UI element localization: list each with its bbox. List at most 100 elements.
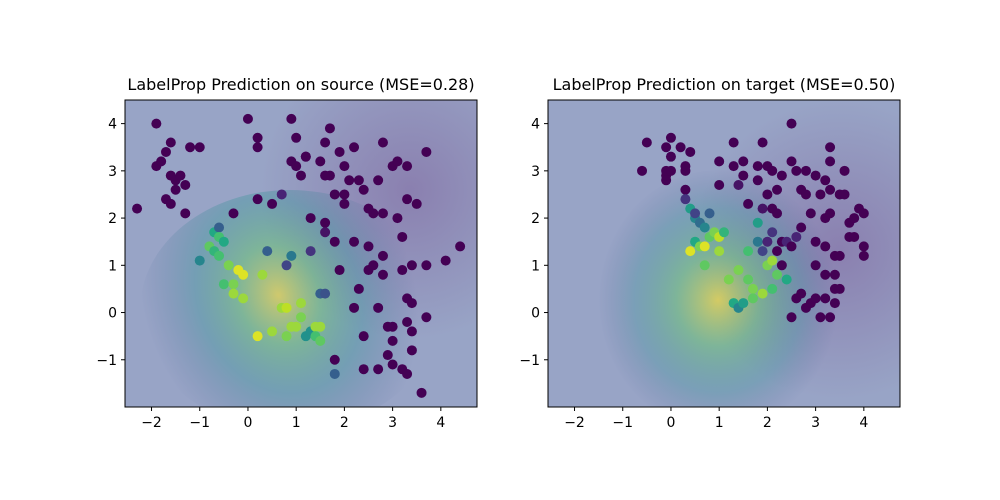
data-point: [849, 231, 860, 242]
data-point: [267, 198, 278, 209]
data-point: [815, 189, 826, 200]
chart-title: LabelProp Prediction on source (MSE=0.28…: [127, 75, 474, 94]
data-point: [324, 123, 335, 134]
data-point: [305, 213, 316, 224]
data-point: [733, 265, 744, 276]
x-axis: −2 −1 0 1 2 3 4: [141, 407, 445, 431]
data-point: [276, 189, 287, 200]
data-point: [776, 170, 787, 181]
y-tick-label: 0: [531, 306, 540, 322]
data-point: [218, 236, 229, 247]
data-point: [320, 217, 331, 228]
data-point: [387, 359, 398, 370]
data-point: [747, 283, 758, 294]
data-point: [165, 198, 176, 209]
y-axis: −1 0 1 2 3 4: [519, 117, 548, 369]
data-point: [791, 231, 802, 242]
data-point: [743, 246, 754, 257]
y-tick-label: 0: [108, 306, 117, 322]
x-tick-label: 1: [292, 415, 301, 431]
data-point: [281, 302, 292, 313]
x-tick-label: 3: [811, 415, 820, 431]
data-point: [810, 236, 821, 247]
data-point: [757, 137, 768, 148]
data-point: [786, 118, 797, 129]
data-point: [397, 231, 408, 242]
data-point: [286, 113, 297, 124]
data-point: [339, 189, 350, 200]
data-point: [661, 142, 672, 153]
y-tick-label: −1: [96, 353, 117, 369]
data-point: [752, 217, 763, 228]
data-point: [704, 208, 715, 219]
data-point: [839, 189, 850, 200]
data-point: [349, 302, 360, 313]
y-tick-label: 2: [531, 211, 540, 227]
data-point: [825, 312, 836, 323]
data-point: [392, 213, 403, 224]
data-point: [373, 302, 384, 313]
data-point: [820, 241, 831, 252]
data-point: [786, 241, 797, 252]
data-point: [320, 170, 331, 181]
x-tick-label: −2: [564, 415, 585, 431]
data-point: [839, 165, 850, 176]
data-point: [757, 246, 768, 257]
data-point: [728, 137, 739, 148]
data-point: [834, 250, 845, 261]
data-point: [858, 208, 869, 219]
data-point: [156, 156, 167, 167]
data-point: [786, 312, 797, 323]
data-point: [373, 175, 384, 186]
data-point: [772, 246, 783, 257]
data-point: [315, 156, 326, 167]
heatmap-background: [548, 100, 900, 407]
data-point: [685, 146, 696, 157]
data-point: [305, 246, 316, 257]
data-point: [825, 156, 836, 167]
data-point: [349, 142, 360, 153]
data-point: [296, 170, 306, 181]
data-point: [402, 194, 413, 205]
x-tick-label: 4: [859, 415, 868, 431]
target-prediction-panel: LabelProp Prediction on target (MSE=0.50…: [519, 75, 901, 431]
x-tick-label: 2: [340, 415, 349, 431]
data-point: [800, 189, 811, 200]
data-point: [772, 208, 783, 219]
data-point: [320, 227, 331, 238]
scatter-points: [637, 118, 869, 323]
data-point: [238, 293, 249, 304]
y-axis: −1 0 1 2 3 4: [96, 117, 125, 369]
data-point: [286, 250, 297, 261]
data-point: [320, 137, 331, 148]
data-point: [291, 132, 302, 143]
y-tick-label: 3: [108, 164, 117, 180]
data-point: [411, 198, 422, 209]
data-point: [392, 156, 403, 167]
data-point: [743, 198, 754, 209]
data-point: [685, 246, 696, 257]
data-point: [329, 368, 340, 379]
data-point: [714, 156, 725, 167]
data-point: [767, 283, 778, 294]
data-point: [815, 312, 826, 323]
data-point: [714, 180, 725, 191]
data-point: [252, 132, 263, 143]
data-point: [767, 255, 778, 266]
data-point: [791, 165, 802, 176]
x-tick-label: 1: [715, 415, 724, 431]
data-point: [820, 175, 831, 186]
data-point: [723, 274, 734, 285]
data-point: [377, 250, 388, 261]
data-point: [165, 137, 176, 148]
data-point: [387, 321, 398, 332]
data-point: [690, 208, 701, 219]
x-tick-label: 4: [436, 415, 445, 431]
data-point: [699, 222, 710, 233]
data-point: [358, 331, 369, 342]
data-point: [781, 274, 792, 285]
data-point: [699, 260, 710, 271]
data-point: [377, 208, 388, 219]
data-point: [368, 260, 379, 271]
x-tick-label: 0: [243, 415, 252, 431]
